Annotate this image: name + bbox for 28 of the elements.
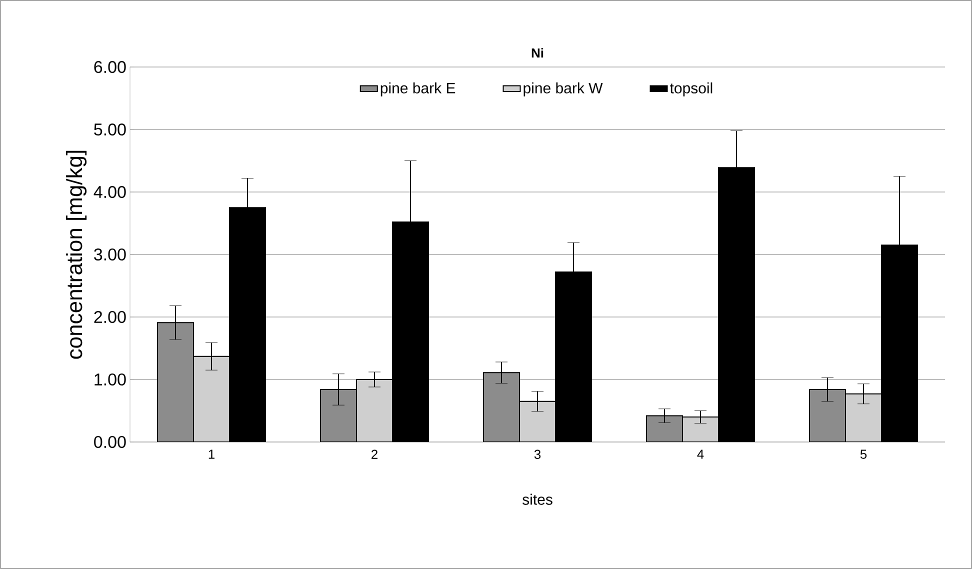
y-tick-label: 4.00	[94, 186, 126, 198]
y-tick-label: 5.00	[94, 123, 126, 136]
x-axis-title: sites	[522, 494, 552, 505]
x-tick-label: 4	[697, 450, 704, 459]
y-tick-label: 3.00	[94, 248, 126, 261]
bar	[157, 322, 194, 442]
y-axis-title: concentration [mg/kg]	[66, 150, 87, 359]
legend-label: topsoil	[670, 82, 712, 96]
legend-label: pine bark E	[380, 82, 456, 96]
bar	[483, 372, 520, 442]
x-tick-label: 3	[534, 450, 541, 459]
y-tick-label: 6.00	[94, 60, 126, 74]
y-tick-label: 1.00	[94, 373, 126, 386]
bar	[809, 388, 846, 442]
y-tick-label: 0.00	[94, 436, 126, 448]
bar	[320, 388, 358, 442]
y-tick-label: 2.00	[94, 310, 126, 324]
x-tick-label: 2	[372, 450, 378, 459]
bar	[646, 415, 684, 442]
bar	[682, 416, 720, 442]
x-tick-label: 1	[208, 450, 214, 459]
x-tick-label: 5	[860, 450, 867, 459]
bar	[519, 400, 556, 442]
legend-label: pine bark W	[524, 82, 603, 96]
bar	[845, 393, 882, 442]
chart-title: Ni	[532, 48, 544, 58]
bar	[356, 378, 394, 442]
bar	[193, 356, 230, 442]
